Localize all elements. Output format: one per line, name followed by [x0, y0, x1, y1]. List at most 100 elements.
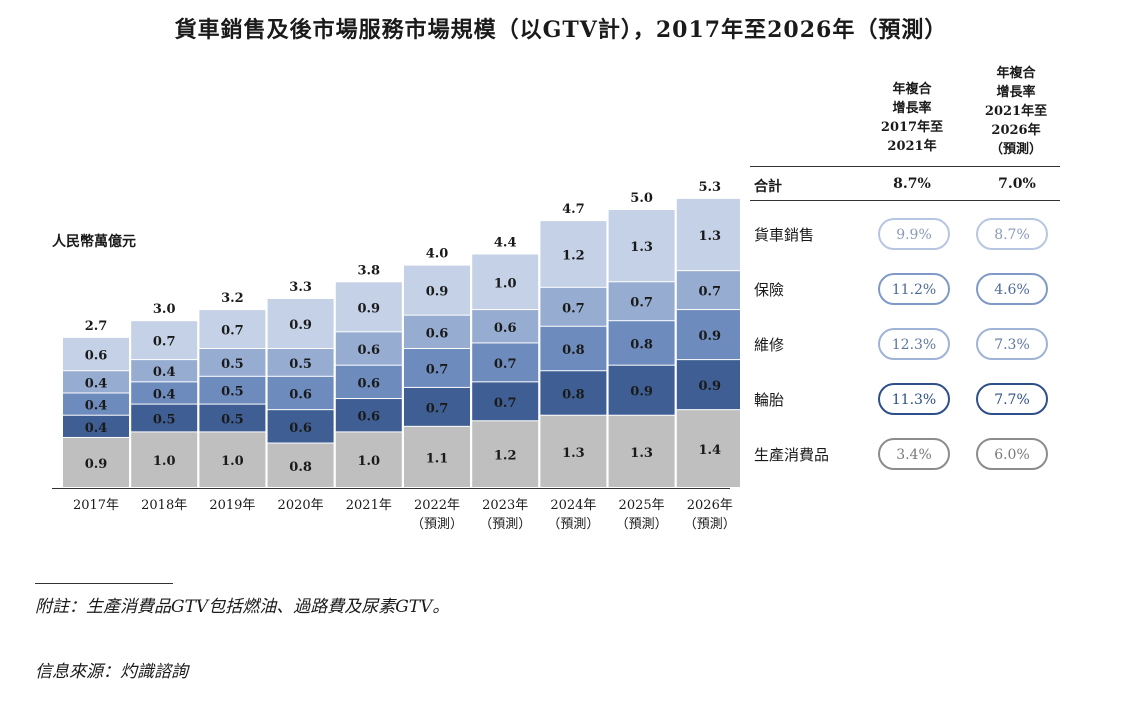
bar-segment: [199, 432, 266, 487]
bar-total-label: 4.0: [426, 247, 449, 262]
bar-segment: [404, 315, 470, 348]
bar-segment: [199, 376, 266, 404]
total-divider: [750, 200, 1060, 201]
segment-value-label: 0.6: [357, 410, 380, 425]
x-tick-label: 2023年: [482, 498, 528, 513]
cagr-value-pill: 8.7%: [976, 218, 1048, 250]
segment-value-label: 0.7: [562, 301, 585, 316]
segment-value-label: 0.9: [630, 385, 653, 400]
cagr-value-pill: 7.3%: [976, 328, 1048, 360]
segment-value-label: 1.3: [562, 446, 585, 461]
cagr-row-label: 保險: [754, 281, 785, 299]
bar-segment: [676, 410, 740, 487]
segment-value-label: 1.0: [357, 454, 380, 469]
x-tick-label: （預測）: [684, 517, 736, 532]
segment-value-label: 0.6: [426, 326, 449, 341]
bar-segment: [404, 426, 470, 487]
cagr-header-line: 2021年至: [984, 104, 1048, 119]
segment-value-label: 0.8: [289, 460, 312, 475]
segment-value-label: 0.4: [85, 376, 108, 391]
cagr-value-pill: 9.9%: [878, 218, 950, 250]
bar-segment: [404, 387, 470, 426]
cagr-value-pill: 12.3%: [878, 328, 950, 360]
bar-total-label: 3.3: [289, 280, 312, 295]
segment-value-label: 1.3: [698, 229, 721, 244]
bar-segment: [676, 310, 740, 360]
segment-value-label: 0.7: [153, 335, 176, 350]
bar-total-label: 5.0: [630, 191, 653, 206]
bar-segment: [676, 271, 740, 310]
bar-segment: [335, 332, 402, 365]
segment-value-label: 0.4: [85, 399, 108, 414]
bar-segment: [608, 282, 675, 321]
bar-segment: [608, 415, 675, 487]
bar-segment: [63, 437, 129, 487]
cagr-header-line: 增長率: [996, 85, 1036, 100]
segment-value-label: 0.9: [289, 318, 312, 333]
chart-title: 貨車銷售及後市場服務市場規模（以GTV計），2017年至2026年（預測）: [174, 17, 948, 43]
unit-label: 人民幣萬億元: [52, 234, 136, 250]
segment-value-label: 0.8: [562, 387, 585, 402]
bar-segment: [472, 382, 539, 421]
segment-value-label: 0.6: [494, 321, 517, 336]
bar-total-label: 3.0: [153, 302, 176, 317]
segment-value-label: 0.9: [85, 457, 108, 472]
header-divider: [750, 166, 1060, 167]
bar-segment: [335, 282, 402, 332]
cagr-value-pill: 6.0%: [976, 438, 1048, 470]
bar-segment: [267, 410, 334, 443]
segment-value-label: 0.9: [426, 285, 449, 300]
segment-value-label: 1.2: [494, 449, 517, 464]
bar-segment: [63, 393, 129, 415]
bar-segment: [131, 404, 198, 432]
cagr-header-line: 2017年至: [880, 120, 944, 135]
segment-value-label: 0.4: [85, 421, 108, 436]
cagr-header-line: 2026年: [991, 123, 1041, 138]
cagr-value-pill: 3.4%: [878, 438, 950, 470]
bar-segment: [676, 360, 740, 410]
segment-value-label: 0.9: [698, 379, 721, 394]
total-cagr-2017-2021: 8.7%: [893, 176, 931, 192]
segment-value-label: 1.3: [630, 240, 653, 255]
source-note: 信息來源：灼識諮詢: [35, 662, 188, 682]
bar-segment: [404, 265, 470, 315]
x-tick-label: （預測）: [411, 517, 463, 532]
total-label: 合計: [754, 179, 782, 195]
bar-segment: [199, 310, 266, 348]
bar-segment: [540, 221, 607, 287]
cagr-header-line: 2021年: [887, 139, 937, 154]
cagr-row-label: 維修: [754, 336, 785, 354]
cagr-row-label: 貨車銷售: [754, 226, 815, 244]
segment-value-label: 0.6: [357, 343, 380, 358]
bar-total-label: 4.7: [562, 202, 585, 217]
bar-segment: [267, 376, 334, 410]
bar-segment: [63, 337, 129, 371]
bar-segment: [608, 321, 675, 365]
segment-value-label: 1.0: [153, 454, 176, 469]
bar-segment: [335, 365, 402, 399]
segment-value-label: 0.6: [85, 349, 108, 364]
footnote-divider: [35, 583, 173, 584]
bar-segment: [335, 432, 402, 487]
bar-segment: [63, 415, 129, 437]
bar-segment: [608, 365, 675, 415]
bar-segment: [199, 349, 266, 376]
bar-segment: [472, 254, 539, 310]
segment-value-label: 0.9: [698, 329, 721, 344]
bar-segment: [676, 198, 740, 271]
segment-value-label: 0.7: [630, 296, 653, 311]
cagr-value-pill: 4.6%: [976, 273, 1048, 305]
bar-segment: [540, 287, 607, 326]
cagr-row-label: 生產消費品: [754, 446, 830, 464]
bar-segment: [540, 371, 607, 415]
x-tick-label: 2017年: [73, 498, 119, 513]
segment-value-label: 0.7: [494, 357, 517, 372]
segment-value-label: 0.5: [221, 357, 244, 372]
segment-value-label: 0.6: [289, 421, 312, 436]
x-tick-label: 2019年: [209, 498, 255, 513]
cagr-header-line: 年複合: [892, 82, 932, 97]
total-cagr-2021-2026: 7.0%: [998, 176, 1036, 192]
x-tick-label: 2021年: [346, 498, 392, 513]
x-tick-label: （預測）: [479, 517, 531, 532]
segment-value-label: 0.8: [630, 337, 653, 352]
